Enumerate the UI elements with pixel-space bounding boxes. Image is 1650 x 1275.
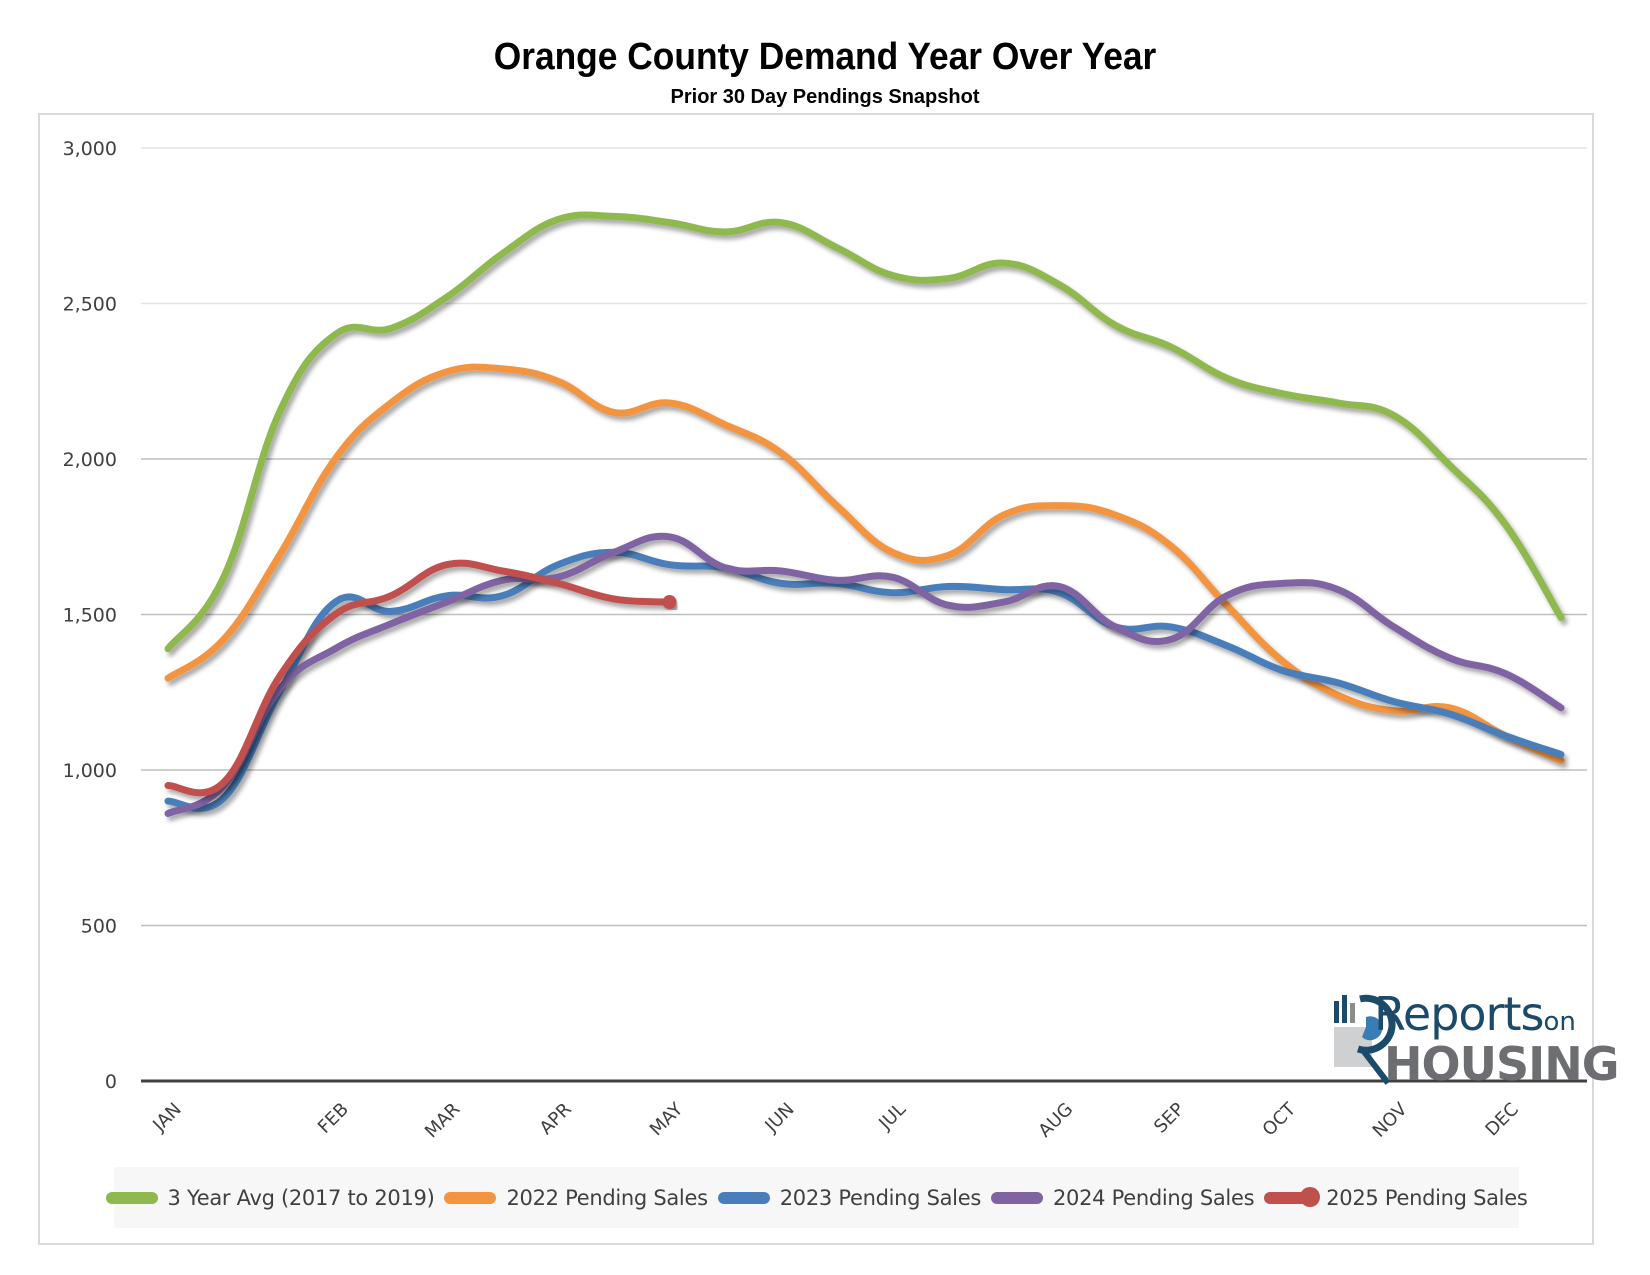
y-tick-label: 0 (105, 1071, 117, 1093)
logo-text-housing: HOUSING (1384, 1037, 1619, 1091)
series-lines (164, 211, 1565, 818)
series-line-2 (164, 363, 1565, 765)
y-tick-label: 1,500 (63, 605, 117, 627)
legend-label: 2022 Pending Sales (506, 1185, 708, 1210)
legend-item: 2023 Pending Sales (717, 1185, 982, 1210)
series-line-5 (164, 559, 673, 797)
x-tick-label: FEB (314, 1099, 353, 1138)
legend-swatch-icon (717, 1191, 770, 1204)
logo-text-reports: Reportson (1374, 987, 1576, 1041)
legend-swatch-icon (444, 1191, 497, 1204)
x-tick-label: NOV (1369, 1098, 1412, 1141)
legend-item: 2025 Pending Sales (1264, 1185, 1528, 1210)
chart-subtitle: Prior 30 Day Pendings Snapshot (670, 86, 980, 108)
x-tick-label: SEP (1150, 1099, 1189, 1138)
legend-swatch-icon (990, 1191, 1043, 1204)
x-tick-label: MAR (421, 1099, 464, 1142)
logo-word-reports: Reports (1374, 987, 1544, 1041)
reports-on-housing-logo: Reportson HOUSING (1332, 987, 1619, 1091)
legend-label: 2024 Pending Sales (1052, 1185, 1255, 1210)
chart-title: Orange County Demand Year Over Year (493, 36, 1157, 78)
series-line-4 (164, 532, 1565, 818)
legend-label: 2023 Pending Sales (779, 1185, 982, 1210)
legend-label: 3 Year Avg (2017 to 2019) (167, 1185, 435, 1210)
legend-item: 2022 Pending Sales (444, 1185, 708, 1210)
y-axis-tick-labels: 0 500 1,000 1,500 2,000 2,500 3,000 (63, 138, 117, 1093)
legend-swatch-icon (105, 1191, 158, 1204)
y-tick-label: 3,000 (63, 138, 117, 160)
gridlines (141, 147, 1587, 1083)
legend-item: 2024 Pending Sales (990, 1185, 1255, 1210)
x-tick-label: AUG (1035, 1099, 1078, 1142)
y-tick-label: 2,000 (63, 449, 117, 471)
x-tick-label: OCT (1259, 1098, 1301, 1140)
series-line-1 (164, 211, 1565, 653)
x-tick-label: APR (536, 1099, 576, 1139)
series-end-marker (662, 595, 677, 610)
legend-swatch-icon (1264, 1186, 1321, 1207)
x-axis-tick-labels: JAN FEB MAR APR MAY JUN JUL AUG SEP OCT NOV DEC (148, 1098, 1523, 1142)
x-tick-label: JAN (148, 1099, 185, 1136)
legend-item: 3 Year Avg (2017 to 2019) (105, 1185, 435, 1210)
chart-legend: 3 Year Avg (2017 to 2019) 2022 Pending Sa… (105, 1167, 1528, 1228)
legend-label: 2025 Pending Sales (1326, 1185, 1528, 1210)
x-tick-label: MAY (646, 1098, 688, 1140)
y-tick-label: 1,000 (63, 760, 117, 782)
x-tick-label: JUN (760, 1099, 798, 1137)
y-tick-label: 2,500 (63, 294, 117, 316)
logo-word-on: on (1543, 1007, 1576, 1037)
magnifier-chart-icon (1334, 994, 1396, 1085)
y-tick-label: 500 (81, 916, 117, 938)
x-tick-label: DEC (1481, 1099, 1523, 1141)
legend-marker-icon (1300, 1186, 1321, 1207)
x-tick-label: JUL (874, 1099, 910, 1135)
